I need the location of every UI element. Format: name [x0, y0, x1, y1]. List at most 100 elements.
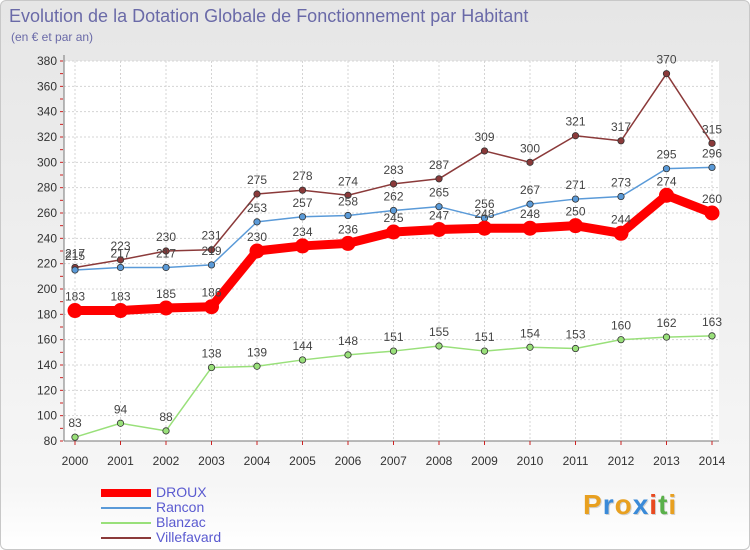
data-point-rancon — [116, 263, 125, 272]
data-label-rancon: 253 — [247, 201, 267, 215]
logo-letter: r — [602, 489, 615, 520]
data-label-rancon: 296 — [702, 146, 722, 160]
legend-swatch — [101, 507, 151, 509]
data-label-villefavard: 300 — [520, 141, 540, 155]
data-label-rancon: 215 — [65, 249, 85, 263]
proxiti-logo: Proxiti — [583, 489, 677, 521]
data-point-droux — [613, 225, 629, 241]
data-point-villefavard — [662, 70, 671, 78]
data-point-droux — [158, 300, 174, 316]
data-label-droux: 183 — [65, 290, 85, 304]
x-tick-label: 2001 — [107, 454, 134, 468]
legend-label: Villefavard — [156, 529, 222, 545]
logo-letter: i — [649, 489, 659, 520]
data-label-droux: 248 — [474, 207, 494, 221]
x-tick-label: 2010 — [517, 454, 544, 468]
data-label-rancon: 273 — [611, 176, 631, 190]
x-tick-label: 2007 — [380, 454, 407, 468]
data-point-blanzac — [662, 333, 671, 341]
legend-item: Villefavard — [101, 530, 341, 545]
data-point-blanzac — [617, 336, 625, 344]
data-label-rancon: 262 — [383, 189, 403, 203]
data-label-rancon: 217 — [110, 246, 130, 260]
y-tick-label: 380 — [37, 54, 57, 68]
data-point-blanzac — [162, 427, 170, 435]
y-tick-label: 260 — [37, 206, 57, 220]
y-tick-label: 160 — [37, 333, 57, 347]
data-label-rancon: 295 — [656, 148, 676, 162]
y-tick-label: 140 — [37, 358, 57, 372]
data-label-rancon: 267 — [520, 183, 540, 197]
data-point-villefavard — [298, 186, 307, 194]
data-point-droux — [340, 235, 356, 251]
data-point-rancon — [207, 261, 216, 269]
legend-swatch — [101, 537, 151, 539]
data-label-blanzac: 160 — [611, 319, 631, 333]
data-label-rancon: 271 — [565, 178, 585, 192]
data-label-rancon: 258 — [338, 195, 358, 209]
data-label-villefavard: 223 — [110, 239, 130, 253]
data-label-rancon: 265 — [429, 186, 449, 200]
data-label-blanzac: 153 — [565, 328, 585, 342]
y-tick-label: 100 — [37, 409, 57, 423]
data-label-droux: 247 — [429, 208, 449, 222]
data-point-droux — [386, 224, 401, 240]
data-label-villefavard: 230 — [156, 230, 176, 244]
legend-item: Blanzac — [101, 515, 341, 530]
data-point-villefavard — [571, 132, 580, 140]
y-tick-label: 360 — [37, 79, 57, 93]
data-point-droux — [204, 299, 219, 315]
data-point-blanzac — [253, 362, 261, 370]
data-point-droux — [704, 205, 720, 221]
y-tick-label: 280 — [37, 181, 57, 195]
data-point-blanzac — [480, 347, 489, 355]
data-label-rancon: 219 — [201, 244, 221, 258]
x-tick-label: 2006 — [335, 454, 362, 468]
data-label-rancon: 256 — [474, 197, 494, 211]
data-label-villefavard: 321 — [565, 115, 585, 129]
y-tick-label: 220 — [37, 257, 57, 271]
data-label-rancon: 217 — [156, 246, 176, 260]
x-tick-label: 2009 — [471, 454, 498, 468]
legend-item: DROUX — [101, 485, 341, 500]
data-point-rancon — [389, 206, 398, 215]
data-point-rancon — [253, 218, 261, 226]
x-tick-label: 2000 — [62, 454, 89, 468]
legend-label: Blanzac — [156, 514, 206, 530]
data-label-villefavard: 231 — [201, 229, 221, 243]
data-label-blanzac: 151 — [474, 330, 494, 344]
data-point-villefavard — [526, 158, 534, 166]
chart-title: Evolution de la Dotation Globale de Fonc… — [9, 6, 529, 26]
data-label-droux: 183 — [110, 290, 130, 304]
data-point-rancon — [162, 263, 170, 272]
data-point-blanzac — [207, 363, 216, 372]
logo-letter: x — [632, 489, 650, 520]
data-point-droux — [113, 303, 128, 319]
data-label-droux: 236 — [338, 222, 358, 236]
data-label-blanzac: 163 — [702, 315, 722, 329]
data-point-droux — [477, 220, 492, 236]
data-point-blanzac — [435, 342, 443, 350]
data-point-villefavard — [253, 190, 261, 198]
data-point-blanzac — [571, 344, 580, 353]
data-label-blanzac: 154 — [520, 326, 540, 340]
data-point-blanzac — [298, 356, 307, 364]
x-tick-label: 2012 — [608, 454, 635, 468]
legend-label: DROUX — [156, 484, 207, 500]
data-point-villefavard — [708, 139, 716, 147]
data-point-blanzac — [71, 433, 79, 441]
data-label-droux: 230 — [247, 230, 267, 244]
data-point-droux — [67, 303, 83, 319]
x-tick-label: 2014 — [699, 454, 726, 468]
data-label-droux: 250 — [565, 205, 585, 219]
data-label-blanzac: 94 — [114, 402, 128, 416]
y-tick-label: 320 — [37, 130, 57, 144]
data-label-blanzac: 139 — [247, 345, 267, 359]
data-label-droux: 186 — [201, 286, 221, 300]
y-tick-label: 200 — [37, 282, 57, 296]
data-point-blanzac — [389, 347, 398, 355]
x-tick-label: 2002 — [153, 454, 180, 468]
data-point-rancon — [435, 203, 443, 211]
data-label-blanzac: 138 — [201, 347, 221, 361]
data-point-blanzac — [116, 419, 125, 427]
